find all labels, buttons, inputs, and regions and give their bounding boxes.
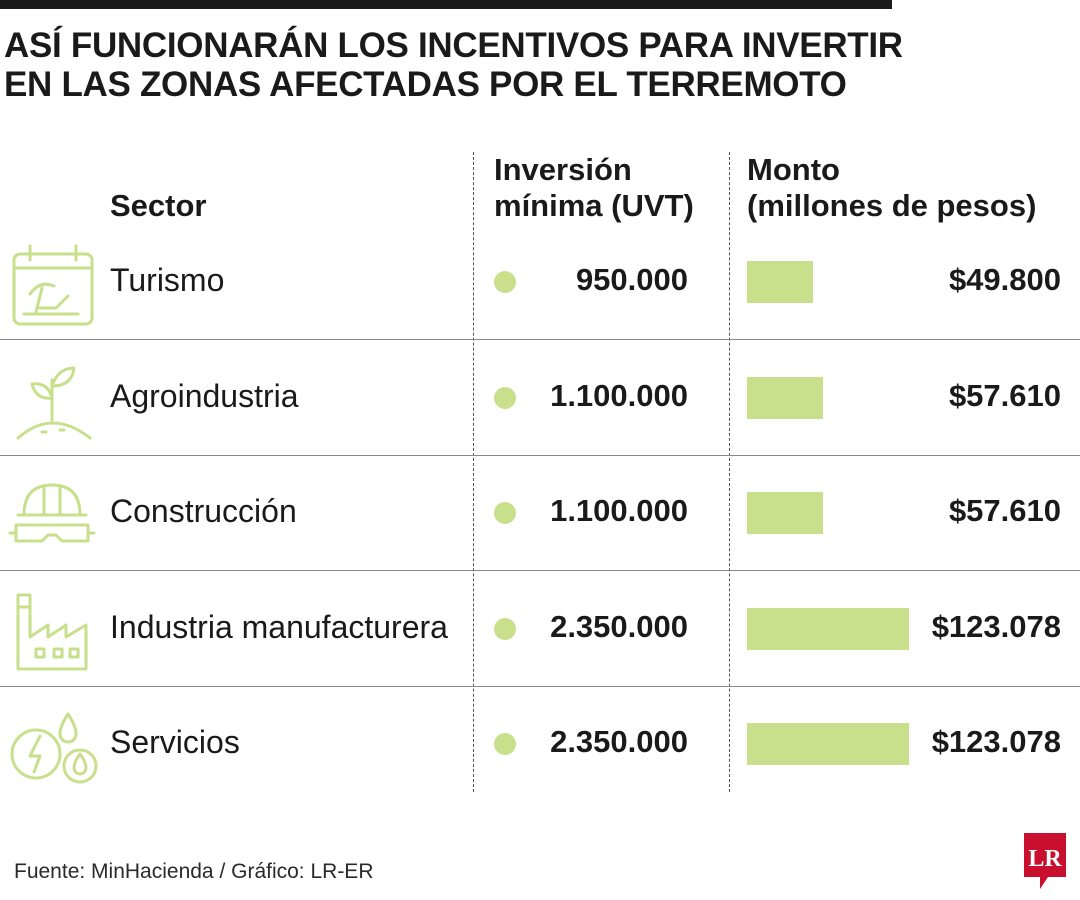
uvt-value: 1.100.000	[550, 493, 688, 528]
top-rule	[0, 0, 892, 9]
table-row: Agroindustria 1.100.000 $57.610	[0, 340, 1080, 456]
uvt-value: 2.350.000	[550, 609, 688, 644]
row-divider	[0, 455, 1080, 456]
hard-hat-icon	[8, 483, 96, 543]
monto-bar	[747, 608, 909, 650]
sector-label: Industria manufacturera	[110, 609, 448, 645]
uvt-value: 2.350.000	[550, 724, 688, 759]
sector-label: Agroindustria	[110, 378, 299, 414]
uvt-value: 950.000	[575, 262, 688, 297]
lr-logo: LR	[1024, 833, 1066, 889]
sprout-icon	[16, 366, 92, 440]
header-monto-line-2: (millones de pesos)	[747, 188, 1037, 223]
row-divider	[0, 339, 1080, 340]
monto-value: $123.078	[931, 724, 1061, 759]
uvt-marker	[494, 271, 516, 293]
header-monto-line-1: Monto	[747, 152, 840, 187]
monto-value: $49.800	[948, 262, 1061, 297]
calendar-beach-icon	[12, 244, 94, 326]
factory-icon	[16, 593, 88, 671]
header-sector: Sector	[110, 188, 207, 223]
sector-label: Turismo	[110, 262, 225, 298]
uvt-marker	[494, 502, 516, 524]
sector-label: Servicios	[110, 724, 240, 760]
uvt-marker	[494, 733, 516, 755]
row-divider	[0, 570, 1080, 571]
utilities-icon	[10, 712, 98, 784]
monto-value: $123.078	[931, 609, 1061, 644]
uvt-marker	[494, 387, 516, 409]
column-divider-uvt	[473, 152, 474, 792]
monto-bar	[747, 723, 909, 765]
header-uvt-line-2: mínima (UVT)	[494, 188, 694, 223]
row-divider	[0, 686, 1080, 687]
table-row: Servicios 2.350.000 $123.078	[0, 686, 1080, 802]
column-divider-monto	[729, 152, 730, 792]
table-row: Construcción 1.100.000 $57.610	[0, 455, 1080, 571]
source-note: Fuente: MinHacienda / Gráfico: LR-ER	[14, 860, 374, 883]
monto-value: $57.610	[948, 378, 1061, 413]
chart-title: ASÍ FUNCIONARÁN LOS INCENTIVOS PARA INVE…	[4, 26, 1004, 104]
sector-label: Construcción	[110, 493, 297, 529]
table-row: Industria manufacturera 2.350.000 $123.0…	[0, 571, 1080, 687]
logo-text: LR	[1028, 846, 1062, 872]
monto-bar	[747, 261, 813, 303]
uvt-value: 1.100.000	[550, 378, 688, 413]
table-row: Turismo 950.000 $49.800	[0, 224, 1080, 340]
title-line-1: ASÍ FUNCIONARÁN LOS INCENTIVOS PARA INVE…	[4, 26, 903, 65]
monto-value: $57.610	[948, 493, 1061, 528]
title-line-2: EN LAS ZONAS AFECTADAS POR EL TERREMOTO	[4, 65, 847, 104]
uvt-marker	[494, 618, 516, 640]
monto-bar	[747, 492, 823, 534]
monto-bar	[747, 377, 823, 419]
header-uvt-line-1: Inversión	[494, 152, 632, 187]
